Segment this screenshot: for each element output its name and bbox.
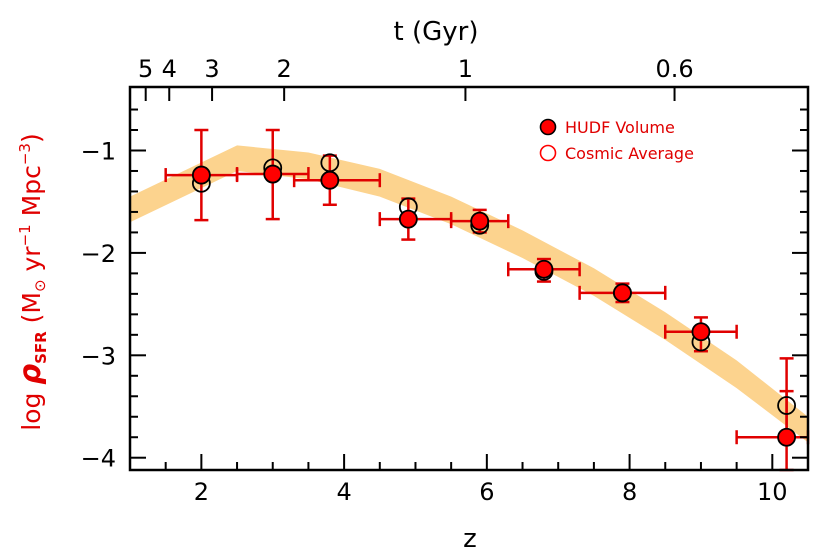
hudf-volume-point bbox=[777, 427, 796, 447]
hudf-volume-point bbox=[320, 170, 340, 190]
hudf-volume-point bbox=[191, 165, 211, 185]
top-tick-label: 5 bbox=[138, 55, 153, 83]
x-tick-label: 6 bbox=[479, 478, 494, 506]
plot-frame bbox=[128, 85, 810, 472]
y-axis-title-rho: ρ bbox=[13, 364, 47, 385]
y-axis-title-unit-close: ) bbox=[17, 133, 46, 143]
hudf-volume-point bbox=[613, 283, 632, 303]
top-tick-label: 1 bbox=[458, 55, 473, 83]
hudf-volume-point bbox=[534, 259, 554, 279]
top-tick-label: 0.6 bbox=[655, 55, 693, 83]
y-axis-title-exp2: −3 bbox=[16, 143, 34, 165]
legend-label-hudf-volume: HUDF Volume bbox=[565, 118, 675, 137]
top-tick-label: 3 bbox=[204, 55, 219, 83]
x-tick-label: 2 bbox=[194, 478, 209, 506]
y-axis-title-sun: ⊙ bbox=[31, 279, 49, 292]
legend-label-cosmic-average: Cosmic Average bbox=[565, 144, 694, 163]
x-axis-title: z bbox=[463, 524, 477, 554]
y-axis-title-prefix: log bbox=[17, 385, 46, 431]
marker-layer bbox=[191, 153, 796, 447]
top-axis-title: t (Gyr) bbox=[394, 17, 479, 47]
sfr-band bbox=[130, 145, 808, 443]
y-axis-title-sub: SFR bbox=[32, 331, 50, 364]
band-layer bbox=[130, 145, 808, 443]
y-axis-title-unit-mpc: Mpc bbox=[17, 165, 46, 224]
y-axis-title-exp1: −1 bbox=[16, 224, 34, 246]
y-axis-title-unit-open: (M bbox=[17, 292, 46, 331]
y-axis-title-unit-yr: yr bbox=[17, 246, 46, 280]
legend-filled-marker bbox=[539, 118, 557, 136]
hudf-volume-point bbox=[470, 211, 490, 231]
hudf-volume-point bbox=[398, 209, 418, 229]
y-tick-label: −4 bbox=[81, 445, 116, 473]
y-axis-title: log ρSFR (M⊙ yr−1 Mpc−3) bbox=[13, 133, 50, 430]
y-tick-label: −3 bbox=[81, 342, 116, 370]
legend-open-marker bbox=[539, 144, 557, 162]
legend: HUDF Volume Cosmic Average bbox=[539, 118, 694, 163]
top-tick-label: 2 bbox=[277, 55, 292, 83]
x-tick-label: 8 bbox=[622, 478, 637, 506]
x-tick-label: 4 bbox=[336, 478, 351, 506]
y-tick-label: −2 bbox=[81, 240, 116, 268]
hudf-volume-point bbox=[263, 164, 283, 184]
y-tick-label: −1 bbox=[81, 137, 116, 165]
errorbar-layer bbox=[164, 128, 810, 472]
x-tick-label: 10 bbox=[757, 478, 788, 506]
cosmic-average-point bbox=[777, 396, 796, 415]
hudf-volume-point bbox=[691, 322, 711, 342]
tick-layer: 2 4 6 8 10−1−2−3−45 4 3 2 1 0.6 bbox=[81, 55, 809, 506]
top-tick-label: 4 bbox=[162, 55, 177, 83]
